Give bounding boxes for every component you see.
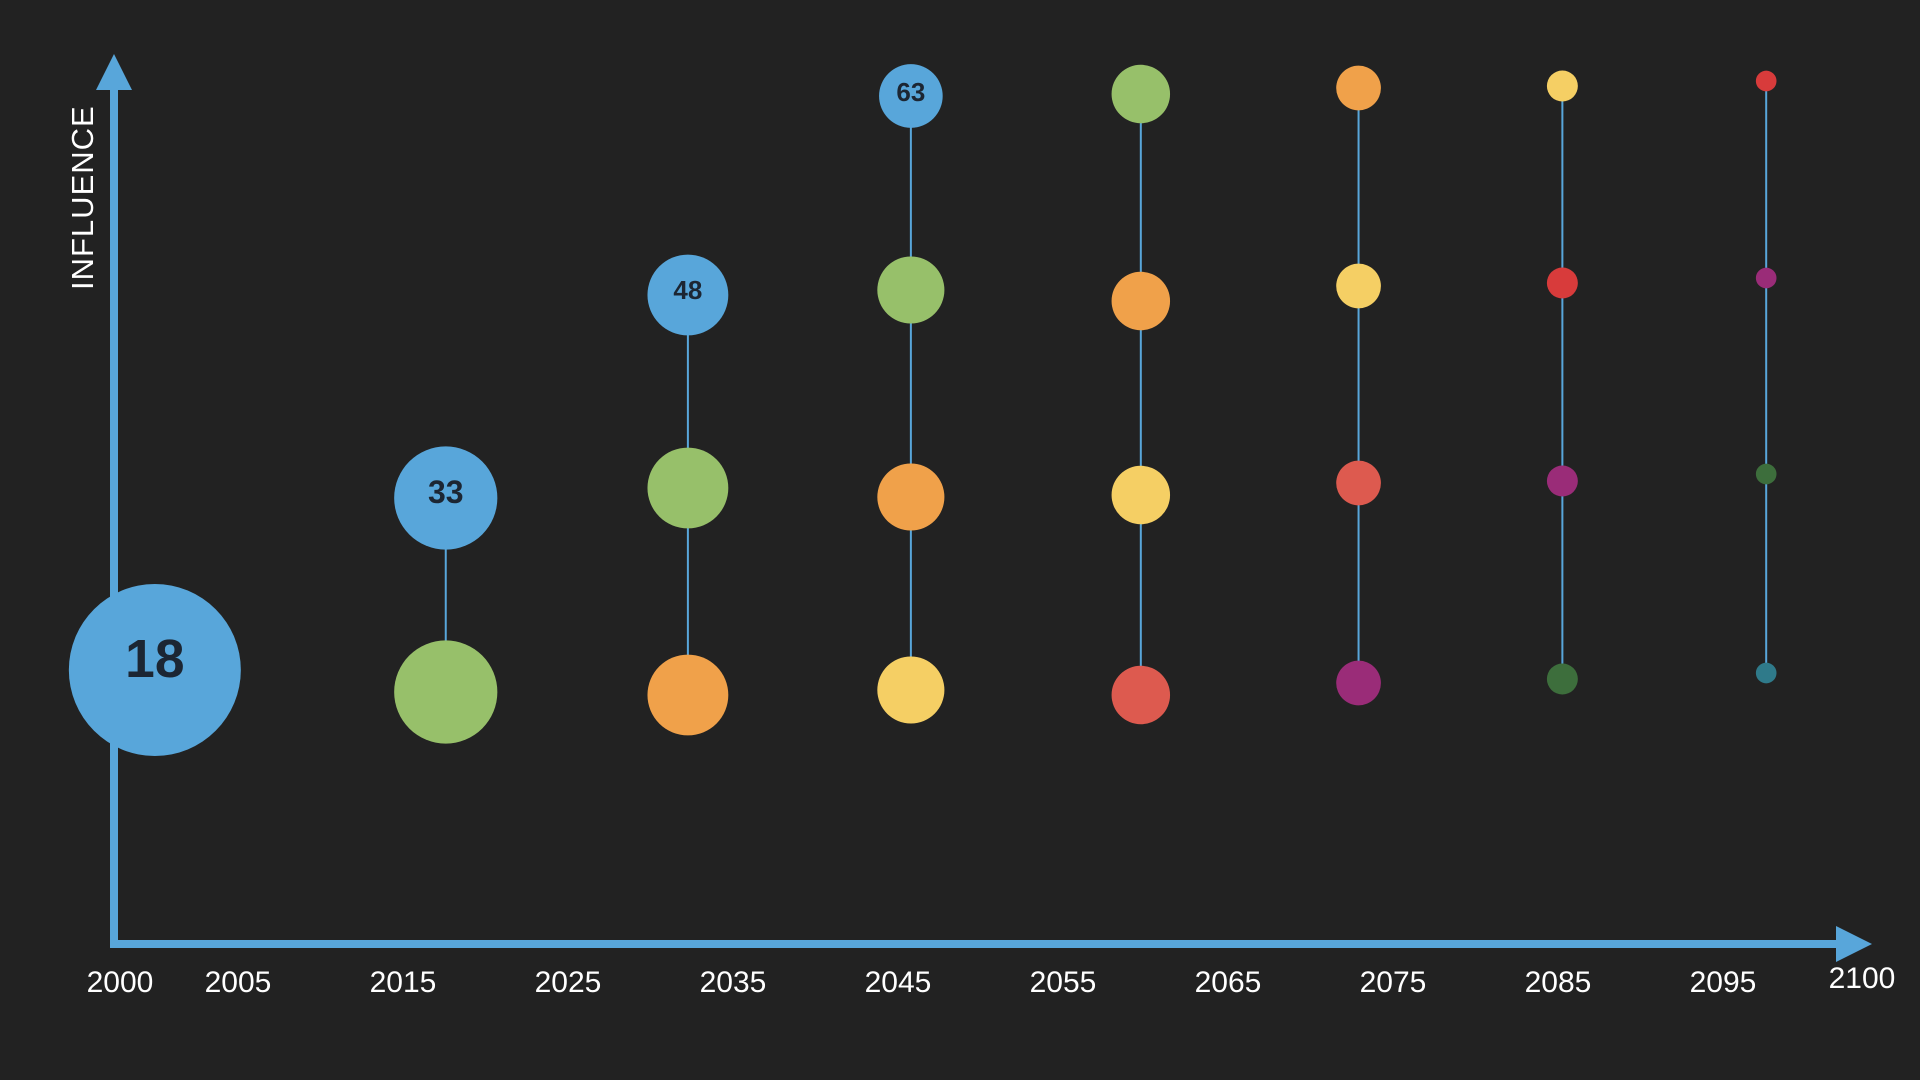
x-tick-label: 2095 — [1690, 966, 1757, 999]
bubble-orange — [877, 463, 945, 531]
bubble-data-label: 48 — [673, 275, 702, 305]
x-tick-label: 2005 — [205, 966, 272, 999]
bubble-blue — [394, 446, 498, 550]
x-tick-label: 2025 — [535, 966, 602, 999]
bubble-orange — [1111, 271, 1171, 331]
axes — [96, 54, 1872, 962]
bubble-green — [394, 640, 498, 744]
bubble-dark_green — [1755, 463, 1777, 485]
bubble-yellow — [1336, 263, 1381, 309]
connector-lines — [444, 81, 1768, 695]
bubble-bright_red — [1546, 267, 1578, 299]
x-tick-label: 2045 — [865, 966, 932, 999]
bubble-teal — [1755, 662, 1777, 684]
bubble-yellow — [877, 656, 945, 724]
bubble-bright_red — [1755, 70, 1777, 92]
bubble-green — [1111, 64, 1171, 124]
bubble-blue — [647, 254, 729, 336]
y-axis-arrow — [96, 54, 132, 90]
x-tick-label: 2085 — [1525, 966, 1592, 999]
bubble-red — [1111, 665, 1171, 725]
bubble-purple — [1546, 465, 1578, 497]
x-tick-label: 2100 — [1829, 962, 1896, 995]
bubble-data-label: 33 — [428, 474, 464, 510]
y-axis-line — [110, 82, 118, 948]
x-axis-line — [110, 940, 1840, 948]
bubble-data-label: 18 — [125, 630, 184, 689]
bubble-orange — [1336, 65, 1381, 111]
bubble-green — [877, 256, 945, 324]
bubble-red — [1336, 460, 1381, 506]
y-axis-label: INFLUENCE — [65, 105, 100, 290]
x-tick-label: 2055 — [1030, 966, 1097, 999]
x-tick-label: 2035 — [700, 966, 767, 999]
bubble-blue — [879, 64, 943, 128]
x-tick-label: 2065 — [1195, 966, 1262, 999]
bubble-dark_green — [1546, 663, 1578, 695]
x-tick-label: 2075 — [1360, 966, 1427, 999]
bubble-data-label: 63 — [896, 77, 925, 107]
bubbles: 18 33 48 63 — [68, 64, 1777, 756]
bubble-purple — [1336, 660, 1381, 706]
bubble-orange — [647, 654, 729, 736]
bubble-yellow — [1546, 70, 1578, 102]
x-axis-arrow — [1836, 926, 1872, 962]
x-tick-label: 2015 — [370, 966, 437, 999]
x-tick-labels: 2000 2005 2015 2025 2035 2045 2055 2065 2075 2085… — [87, 962, 1896, 999]
x-tick-label: 2000 — [87, 966, 154, 999]
bubble-yellow — [1111, 465, 1171, 525]
bubble-purple — [1755, 267, 1777, 289]
bubble-green — [647, 447, 729, 529]
